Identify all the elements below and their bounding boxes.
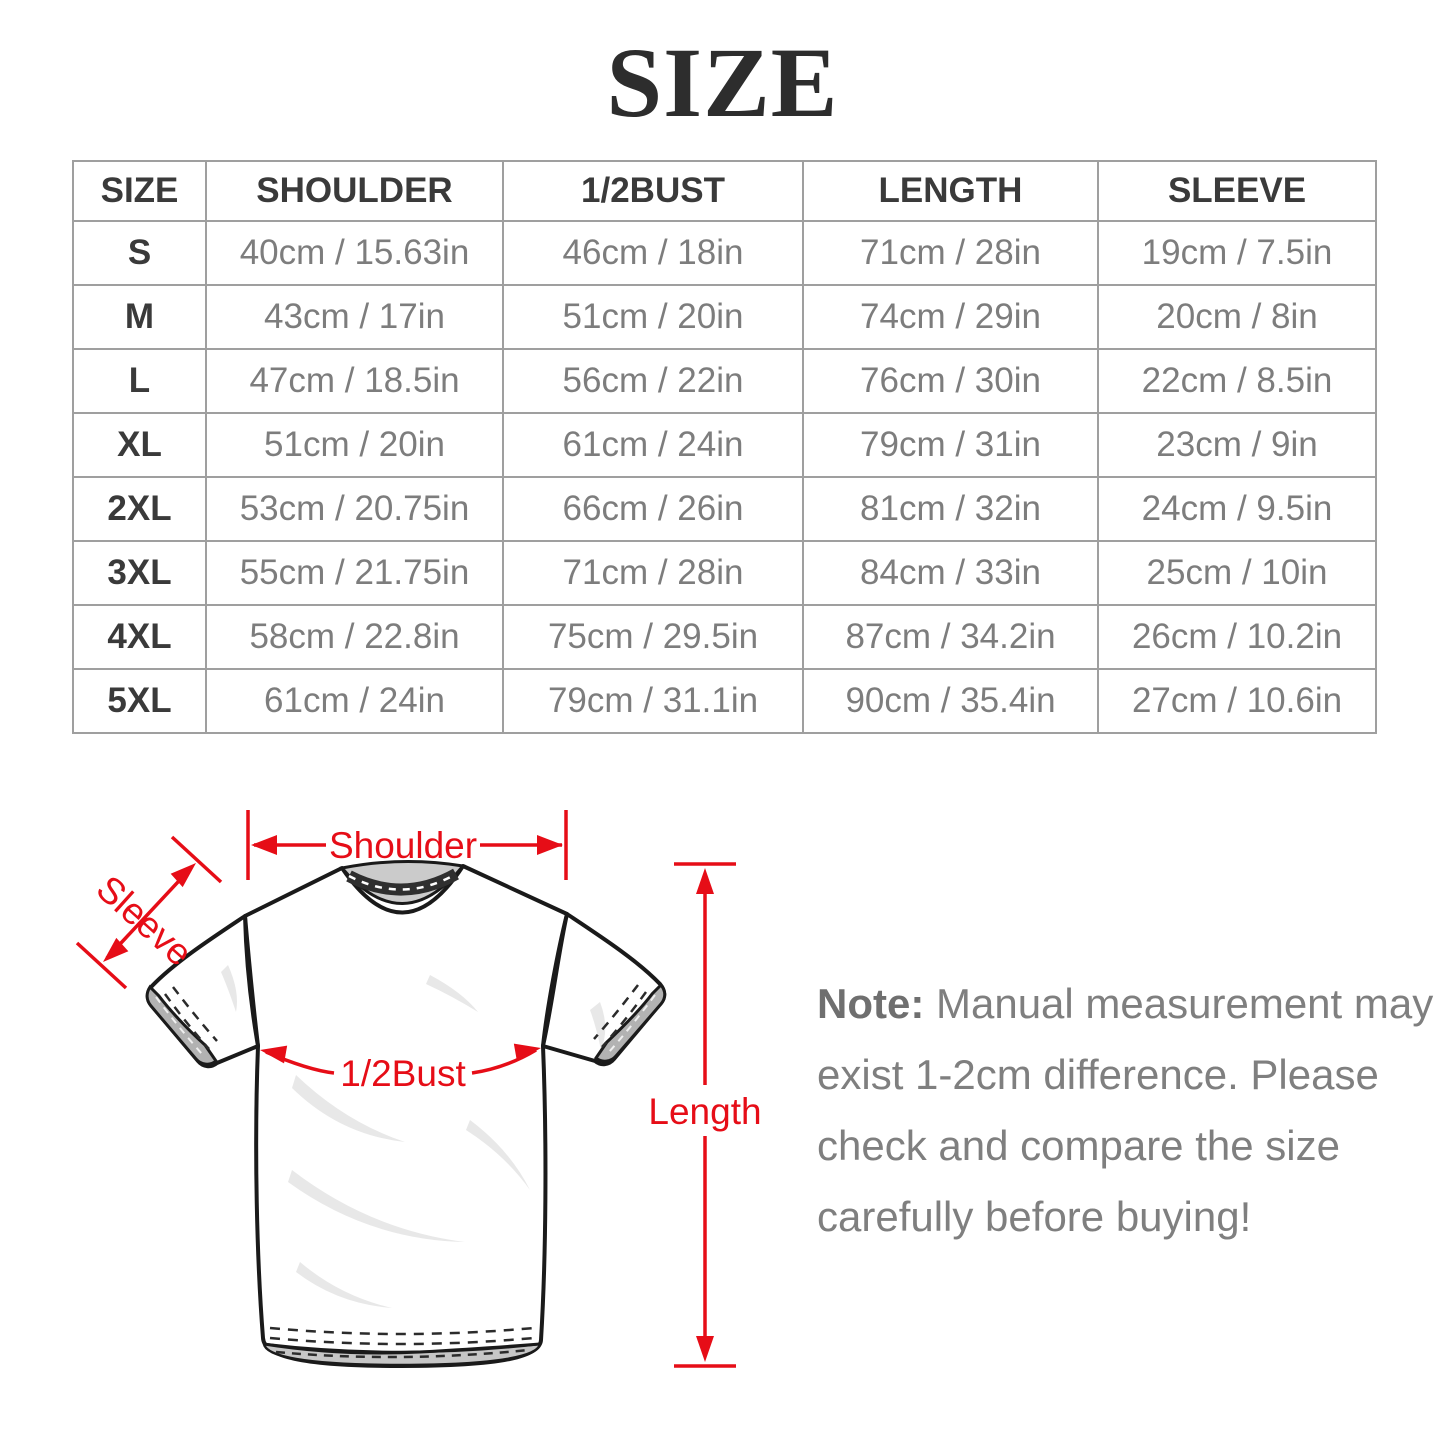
column-header: 1/2BUST: [502, 160, 804, 222]
bust-measure: 1/2Bust: [260, 1043, 541, 1094]
value-cell: 71cm / 28in: [502, 540, 804, 606]
note-line-4: carefully before buying!: [817, 1193, 1252, 1240]
length-measure: Length: [648, 862, 762, 1368]
value-cell: 71cm / 28in: [802, 220, 1099, 286]
size-cell: XL: [72, 412, 207, 478]
value-cell: 51cm / 20in: [502, 284, 804, 350]
value-cell: 51cm / 20in: [205, 412, 504, 478]
value-cell: 81cm / 32in: [802, 476, 1099, 542]
value-cell: 23cm / 9in: [1097, 412, 1377, 478]
note-line-2: exist 1-2cm difference. Please: [817, 1051, 1379, 1098]
value-cell: 61cm / 24in: [502, 412, 804, 478]
size-chart-table: SIZE SHOULDER 1/2BUST LENGTH SLEEVE S 40cm / …: [72, 160, 1377, 734]
note-line-1: Manual measurement may: [936, 980, 1434, 1027]
value-cell: 25cm / 10in: [1097, 540, 1377, 606]
value-cell: 84cm / 33in: [802, 540, 1099, 606]
value-cell: 27cm / 10.6in: [1097, 668, 1377, 734]
value-cell: 76cm / 30in: [802, 348, 1099, 414]
value-cell: 53cm / 20.75in: [205, 476, 504, 542]
value-cell: 74cm / 29in: [802, 284, 1099, 350]
header-row: SIZE SHOULDER 1/2BUST LENGTH SLEEVE: [72, 160, 1377, 222]
table-row: 5XL 61cm / 24in 79cm / 31.1in 90cm / 35.4in…: [72, 668, 1377, 734]
table-row: 4XL 58cm / 22.8in 75cm / 29.5in 87cm / 34.2…: [72, 604, 1377, 670]
table-row: M 43cm / 17in 51cm / 20in 74cm / 29in 20cm /…: [72, 284, 1377, 350]
value-cell: 79cm / 31in: [802, 412, 1099, 478]
value-cell: 22cm / 8.5in: [1097, 348, 1377, 414]
size-cell: 2XL: [72, 476, 207, 542]
value-cell: 40cm / 15.63in: [205, 220, 504, 286]
note-line-3: check and compare the size: [817, 1122, 1340, 1169]
table-body: S 40cm / 15.63in 46cm / 18in 71cm / 28in 19c…: [72, 220, 1377, 734]
value-cell: 56cm / 22in: [502, 348, 804, 414]
value-cell: 20cm / 8in: [1097, 284, 1377, 350]
value-cell: 90cm / 35.4in: [802, 668, 1099, 734]
value-cell: 19cm / 7.5in: [1097, 220, 1377, 286]
table-row: XL 51cm / 20in 61cm / 24in 79cm / 31in 23cm …: [72, 412, 1377, 478]
value-cell: 24cm / 9.5in: [1097, 476, 1377, 542]
wrinkle-shading: [288, 975, 530, 1308]
size-cell: 3XL: [72, 540, 207, 606]
column-header: SHOULDER: [205, 160, 504, 222]
value-cell: 26cm / 10.2in: [1097, 604, 1377, 670]
measurement-annotations: Shoulder Sleeve 1/2Bust Length: [75, 810, 762, 1368]
column-header: LENGTH: [802, 160, 1099, 222]
note-label: Note:: [817, 980, 925, 1027]
column-header: SIZE: [72, 160, 207, 222]
tshirt-illustration: [145, 859, 667, 1368]
table-row: 2XL 53cm / 20.75in 66cm / 26in 81cm / 32in 2…: [72, 476, 1377, 542]
hem: [262, 1326, 542, 1367]
value-cell: 43cm / 17in: [205, 284, 504, 350]
value-cell: 87cm / 34.2in: [802, 604, 1099, 670]
collar: [339, 859, 466, 905]
table-row: L 47cm / 18.5in 56cm / 22in 76cm / 30in 22cm…: [72, 348, 1377, 414]
table-row: 3XL 55cm / 21.75in 71cm / 28in 84cm / 33in 2…: [72, 540, 1377, 606]
note-text: Note: Manual measurement may exist 1-2cm…: [817, 968, 1433, 1252]
shoulder-measure: Shoulder: [246, 810, 568, 880]
value-cell: 66cm / 26in: [502, 476, 804, 542]
bust-label: 1/2Bust: [340, 1053, 466, 1094]
size-cell: 4XL: [72, 604, 207, 670]
value-cell: 47cm / 18.5in: [205, 348, 504, 414]
column-header: SLEEVE: [1097, 160, 1377, 222]
size-cell: L: [72, 348, 207, 414]
size-cell: M: [72, 284, 207, 350]
value-cell: 75cm / 29.5in: [502, 604, 804, 670]
value-cell: 61cm / 24in: [205, 668, 504, 734]
shoulder-label: Shoulder: [329, 825, 477, 866]
page-title: SIZE: [606, 27, 839, 138]
size-cell: S: [72, 220, 207, 286]
table-row: S 40cm / 15.63in 46cm / 18in 71cm / 28in 19c…: [72, 220, 1377, 286]
value-cell: 79cm / 31.1in: [502, 668, 804, 734]
value-cell: 58cm / 22.8in: [205, 604, 504, 670]
size-cell: 5XL: [72, 668, 207, 734]
value-cell: 55cm / 21.75in: [205, 540, 504, 606]
length-label: Length: [648, 1091, 761, 1132]
value-cell: 46cm / 18in: [502, 220, 804, 286]
